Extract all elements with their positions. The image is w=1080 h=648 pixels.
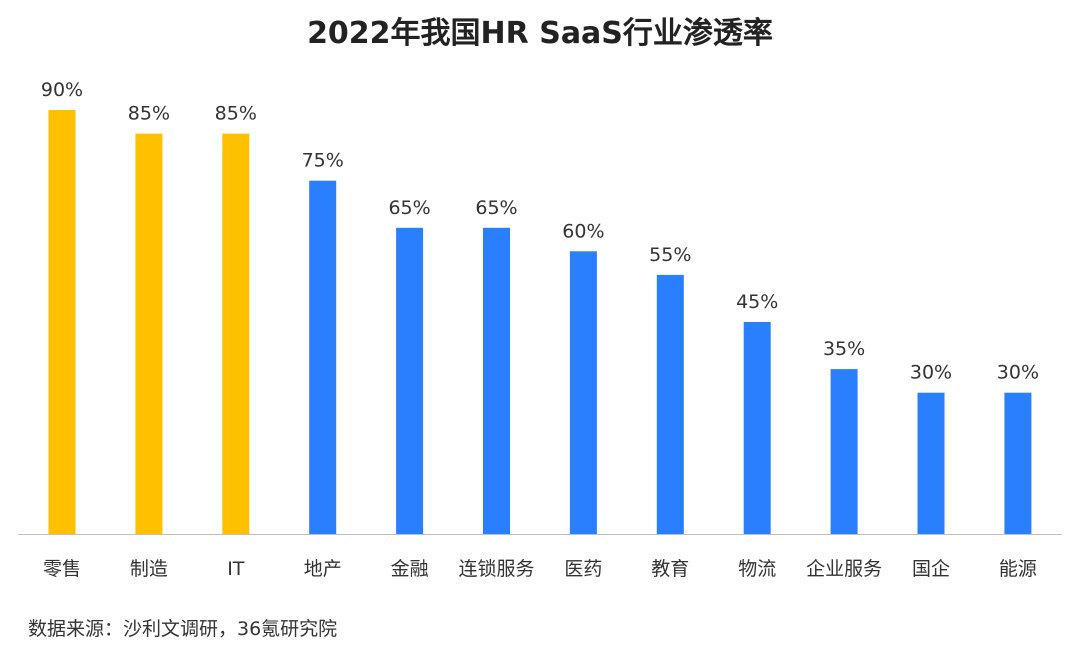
bar-6 xyxy=(569,251,597,535)
data-label-3: 75% xyxy=(302,150,344,172)
data-label-6: 60% xyxy=(562,220,604,242)
data-label-0: 90% xyxy=(41,79,83,101)
bar-1 xyxy=(135,133,163,534)
category-label-4: 金融 xyxy=(391,558,429,580)
bar-7 xyxy=(656,274,684,534)
data-label-11: 30% xyxy=(997,362,1039,384)
category-label-3: 地产 xyxy=(304,558,342,580)
source-note: 数据来源：沙利文调研，36氪研究院 xyxy=(28,618,338,640)
category-label-6: 医药 xyxy=(564,558,602,580)
bar-8 xyxy=(743,322,771,534)
data-label-5: 65% xyxy=(475,197,517,219)
data-label-9: 35% xyxy=(823,338,865,360)
category-label-2: IT xyxy=(227,558,245,580)
bar-4 xyxy=(396,227,424,535)
category-label-9: 企业服务 xyxy=(806,558,882,580)
bar-5 xyxy=(483,227,510,535)
data-label-4: 65% xyxy=(388,197,430,219)
category-label-1: 制造 xyxy=(130,558,168,580)
bar-0 xyxy=(48,110,76,534)
data-label-7: 55% xyxy=(649,244,691,266)
bar-3 xyxy=(309,180,337,534)
data-label-10: 30% xyxy=(910,362,952,384)
chart-title: 2022年我国HR SaaS行业渗透率 xyxy=(307,16,773,51)
bar-11 xyxy=(1004,392,1032,534)
bar-9 xyxy=(830,369,858,534)
bar-2 xyxy=(222,133,250,534)
data-label-8: 45% xyxy=(736,291,778,313)
data-label-2: 85% xyxy=(215,103,257,125)
bar-10 xyxy=(917,392,945,534)
data-label-1: 85% xyxy=(128,103,170,125)
category-label-11: 能源 xyxy=(999,558,1037,580)
category-label-0: 零售 xyxy=(43,558,81,580)
category-label-5: 连锁服务 xyxy=(458,558,534,580)
category-label-7: 教育 xyxy=(651,558,689,580)
category-label-10: 国企 xyxy=(912,558,950,580)
category-label-8: 物流 xyxy=(738,558,776,580)
